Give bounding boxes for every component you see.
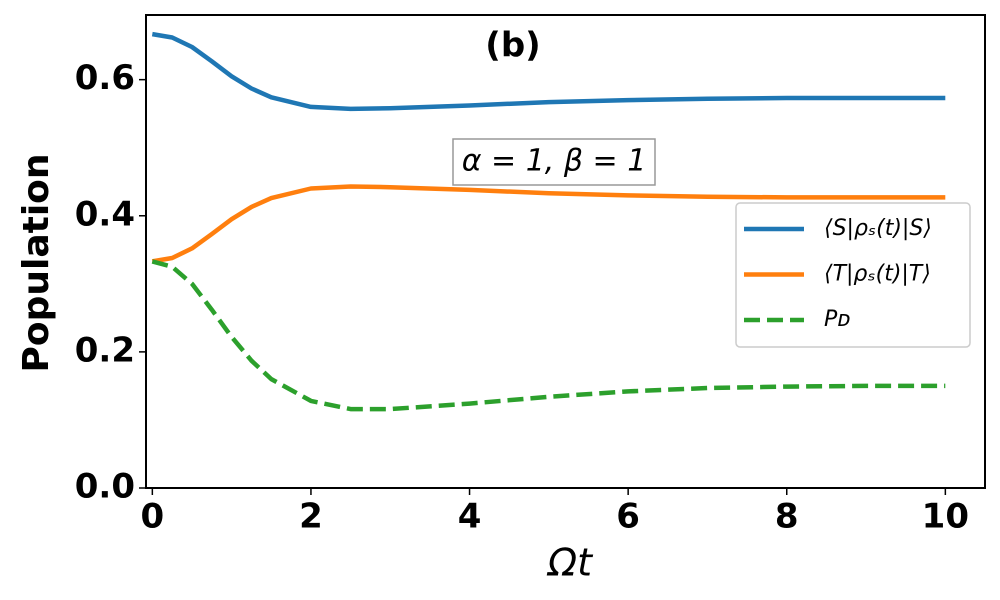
plot-frame <box>145 14 986 489</box>
y-axis-label: Population <box>16 153 57 372</box>
series-line <box>151 259 946 412</box>
x-axis-label: Ωt <box>546 541 594 585</box>
legend-label: ⟨S|ρₛ(t)|S⟩ <box>824 216 932 241</box>
y-tick-label: 0.6 <box>75 58 135 98</box>
y-tick-label: 0.0 <box>75 467 135 507</box>
series-line <box>151 184 946 264</box>
x-tick-label: 8 <box>775 497 799 537</box>
legend-label: ⟨T|ρₛ(t)|T⟩ <box>824 262 931 287</box>
series-line <box>151 31 946 112</box>
x-tick-label: 0 <box>141 497 165 537</box>
y-tick-label: 0.2 <box>75 330 135 370</box>
legend-label: Pᴅ <box>824 307 851 332</box>
annotation-box <box>452 138 656 186</box>
y-tick-label: 0.4 <box>75 194 135 234</box>
annotation: α = 1, β = 1 <box>462 144 647 179</box>
legend-box <box>735 202 971 348</box>
x-tick-label: 10 <box>922 497 969 537</box>
x-tick-label: 2 <box>299 497 323 537</box>
x-tick-label: 6 <box>616 497 640 537</box>
annotation: (b) <box>485 26 540 66</box>
x-tick-label: 4 <box>458 497 482 537</box>
